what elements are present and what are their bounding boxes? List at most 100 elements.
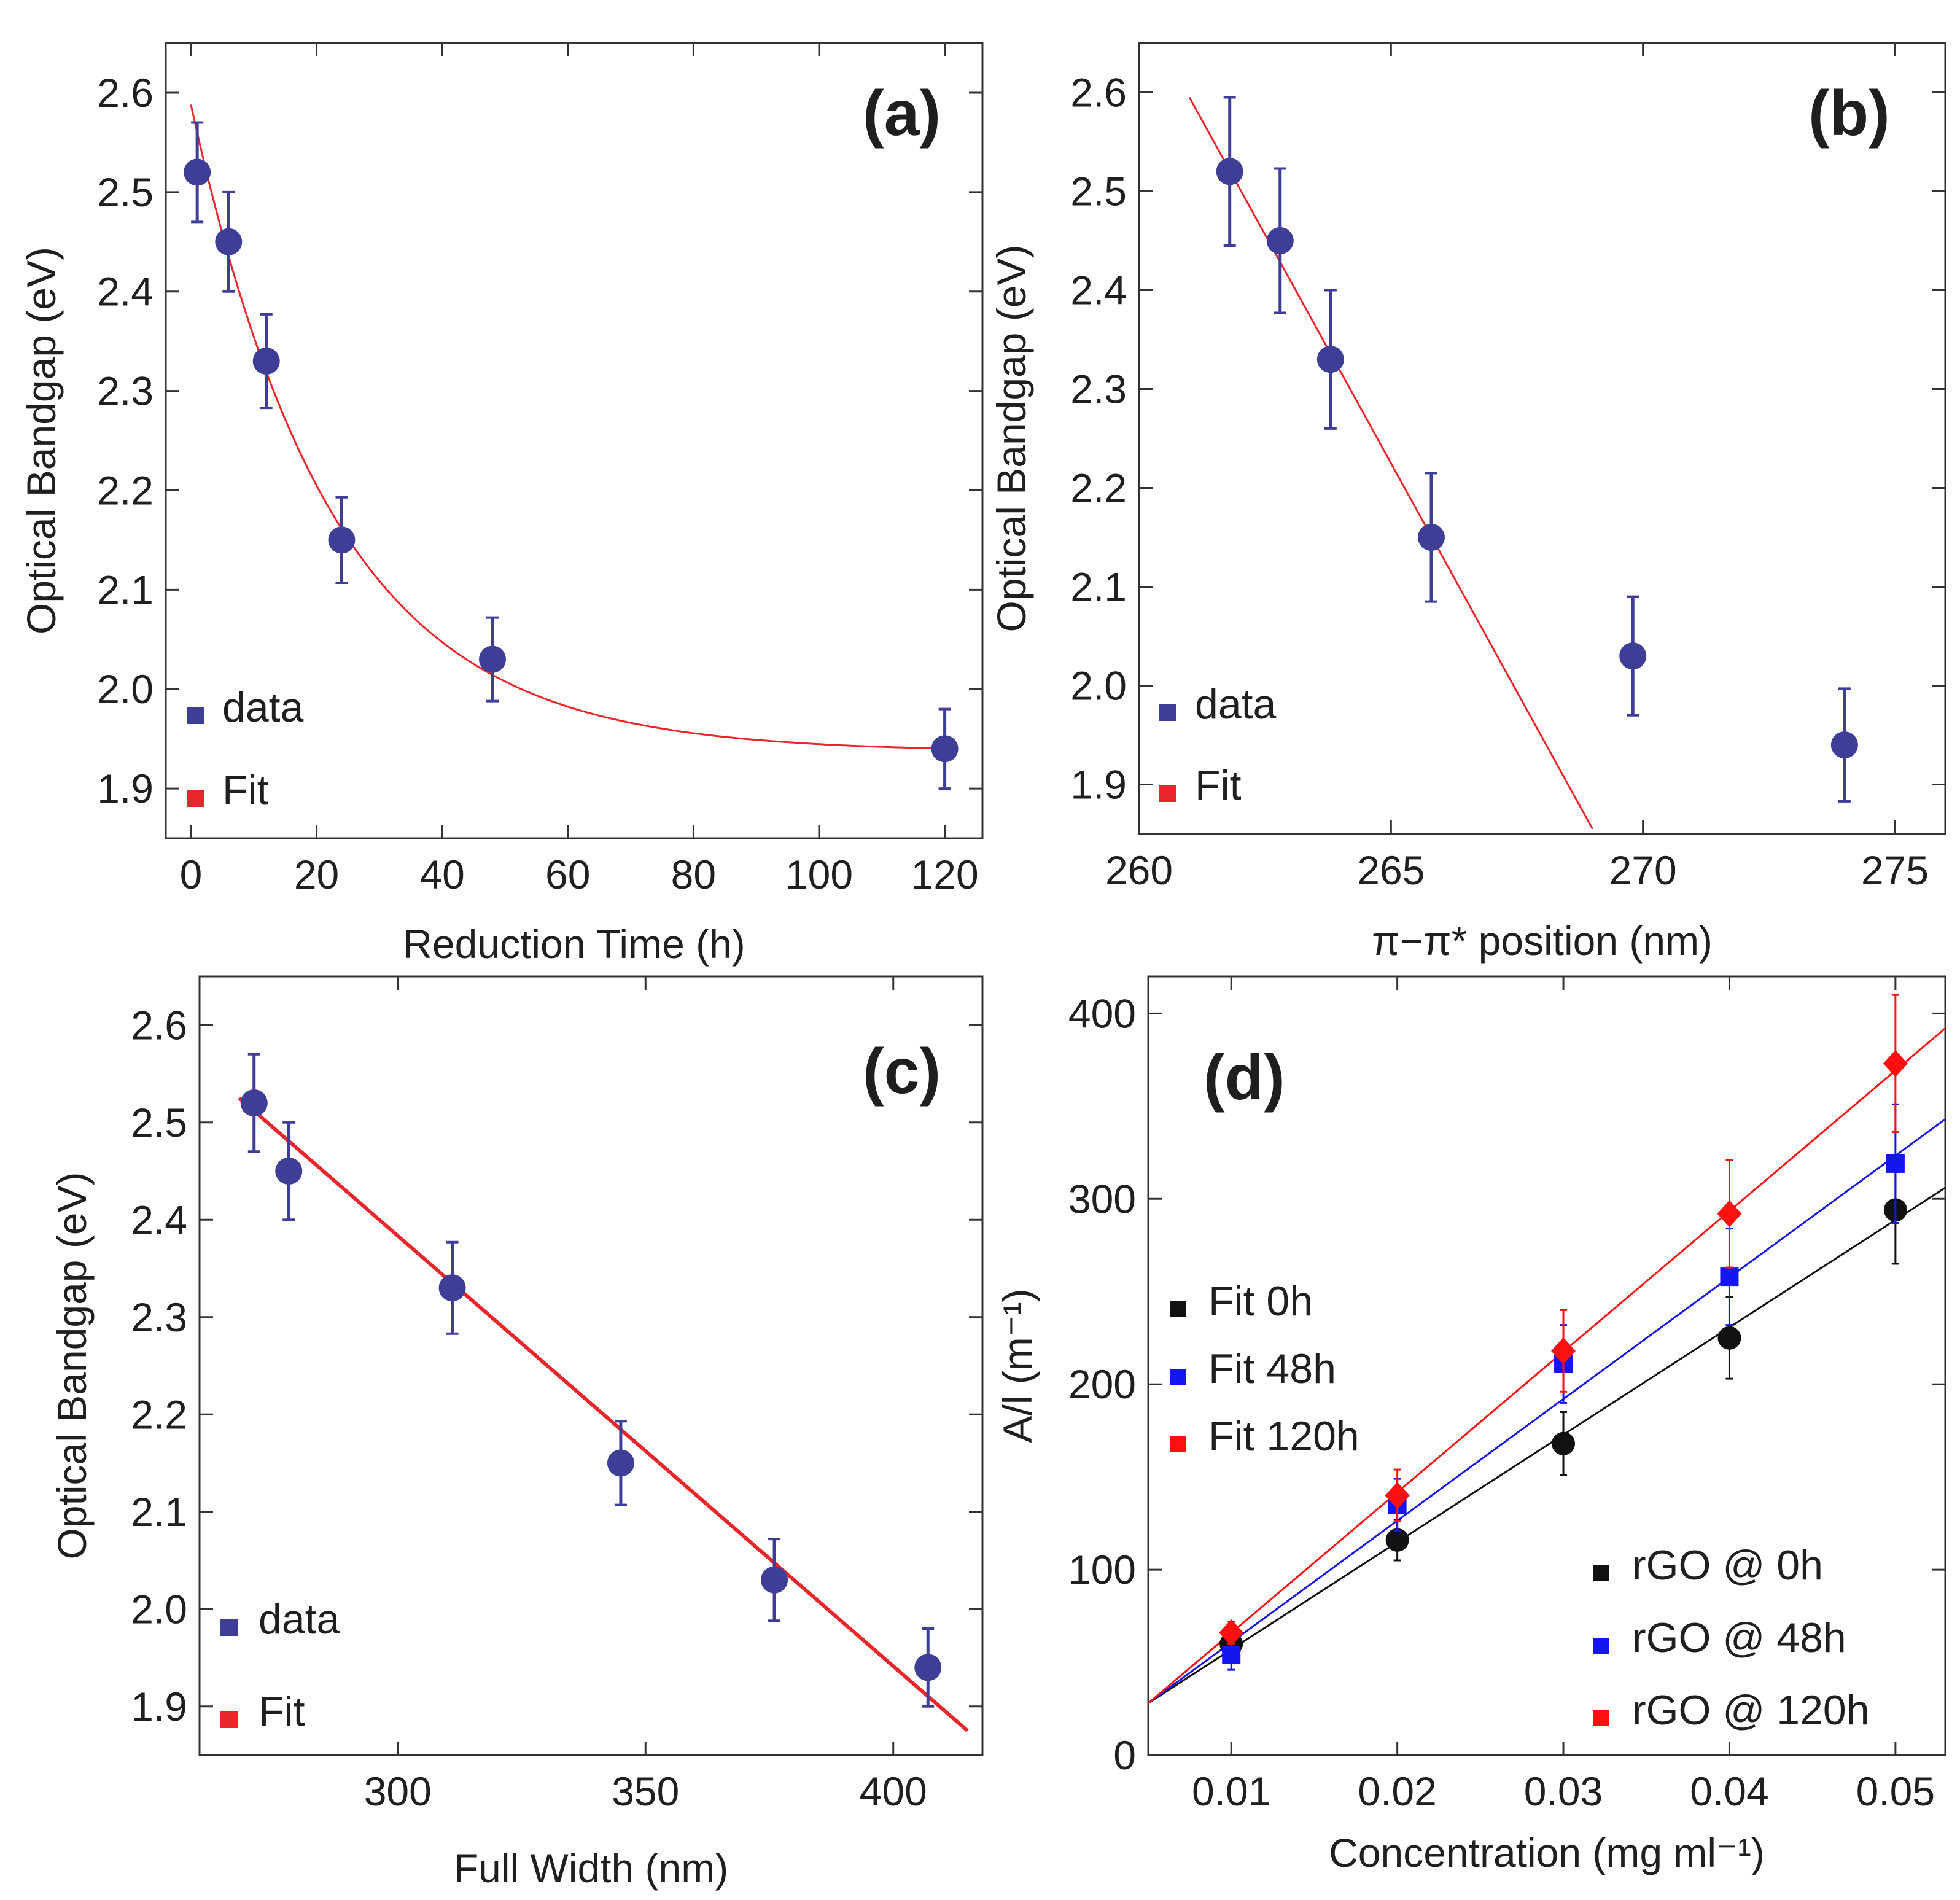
data-point (1417, 524, 1445, 551)
y-tick-label: 0 (1113, 1732, 1136, 1778)
fit-line (1148, 1186, 1946, 1704)
data-point (1216, 158, 1243, 185)
panel-letter: (a) (863, 78, 941, 149)
plot-frame (1138, 42, 1946, 835)
data-point (1551, 1337, 1576, 1365)
data-point (1385, 1528, 1409, 1552)
x-tick-label: 0.05 (1856, 1769, 1935, 1814)
data-point (1552, 1431, 1576, 1455)
y-tick-label: 100 (1068, 1547, 1136, 1592)
data-point (1720, 1267, 1739, 1287)
data-point (184, 158, 211, 186)
y-tick-label: 2.0 (1070, 663, 1127, 709)
data-point (240, 1089, 268, 1117)
legend-label: rGO @ 48h (1632, 1614, 1846, 1661)
data-point (1266, 227, 1294, 254)
data-point (1222, 1645, 1241, 1664)
x-tick-label: 350 (612, 1769, 679, 1814)
x-tick-label: 0.03 (1524, 1769, 1603, 1814)
legend-label: Fit 48h (1208, 1345, 1336, 1392)
fit-curve (190, 104, 945, 750)
y-tick-label: 1.9 (1070, 762, 1127, 808)
legend-swatch (1593, 1565, 1609, 1581)
panel-c: 300 350 400 1.9 2.0 2.1 2.2 2.3 2.4 2.5 2.6 Full Wi… (49, 975, 984, 1891)
fit-line (238, 1096, 969, 1732)
y-tick-label: 2.2 (97, 467, 154, 513)
y-tick-label: 2.2 (131, 1392, 187, 1437)
panel-letter: (c) (863, 1036, 941, 1107)
y-axis-title: Optical Bandgap (eV) (989, 244, 1034, 632)
x-tick-label: 0.04 (1690, 1769, 1768, 1814)
x-tick-label: 275 (1861, 847, 1929, 893)
panel-b: 260 265 270 275 1.9 2.0 2.1 2.2 2.3 2.4 2.5 2.6 π−π*… (989, 42, 1946, 964)
data-point (761, 1566, 788, 1594)
x-tick-label: 400 (860, 1769, 927, 1814)
plot-frame (198, 975, 984, 1756)
x-axis-title: Full Width (nm) (454, 1845, 728, 1891)
fit-line (1188, 96, 1593, 830)
panel-letter: (b) (1808, 78, 1890, 149)
y-tick-label: 2.5 (97, 169, 154, 215)
x-tick-label: 0 (180, 852, 203, 897)
legend-swatch (1170, 1436, 1186, 1452)
legend-label: Fit 0h (1208, 1278, 1313, 1325)
data-point (1886, 1154, 1905, 1173)
y-tick-label: 2.1 (131, 1489, 187, 1535)
plot-frame (165, 42, 984, 839)
x-axis-title: π−π* position (nm) (1372, 918, 1713, 964)
data-point (1619, 642, 1647, 670)
y-tick-label: 2.0 (97, 666, 154, 712)
legend-swatch (1159, 785, 1176, 802)
data-point (1883, 1049, 1908, 1077)
data-point (252, 348, 280, 375)
y-axis-title: Optical Bandgap (eV) (49, 1172, 95, 1559)
legend-swatch (220, 1711, 238, 1728)
x-tick-label: 265 (1357, 847, 1425, 893)
legend-swatch (1170, 1301, 1186, 1317)
data-point (215, 228, 243, 255)
data-point (479, 645, 506, 673)
x-tick-label: 0.02 (1358, 1769, 1436, 1814)
data-point (931, 735, 959, 763)
legend-label: Fit (259, 1688, 305, 1735)
y-axis-title: Optical Bandgap (eV) (18, 247, 64, 634)
x-tick-label: 60 (545, 852, 590, 897)
y-tick-label: 2.2 (1070, 465, 1127, 511)
y-tick-label: 2.1 (1070, 564, 1127, 610)
y-tick-label: 2.6 (1070, 70, 1127, 115)
y-tick-label: 2.3 (131, 1295, 187, 1340)
y-tick-label: 2.5 (131, 1100, 187, 1145)
legend-swatch (187, 790, 204, 807)
legend-swatch (187, 707, 204, 724)
panel-letter: (d) (1204, 1042, 1285, 1113)
x-tick-label: 80 (671, 852, 716, 897)
y-axis-title: A/l (m⁻¹) (995, 1288, 1040, 1443)
y-tick-label: 300 (1068, 1176, 1136, 1221)
legend-swatch (1593, 1638, 1609, 1654)
y-tick-label: 2.4 (131, 1197, 187, 1242)
y-tick-label: 2.4 (97, 269, 154, 314)
legend-swatch (220, 1619, 238, 1636)
data-point (1219, 1619, 1244, 1646)
legend-label: Fit (222, 767, 269, 814)
data-point (914, 1654, 942, 1681)
y-tick-label: 2.6 (97, 70, 154, 115)
x-axis-title: Reduction Time (h) (403, 921, 745, 967)
fit-line (1148, 1027, 1946, 1704)
legend-swatch (1170, 1369, 1186, 1385)
y-tick-label: 1.9 (97, 766, 154, 811)
x-tick-label: 270 (1609, 847, 1677, 893)
x-tick-label: 300 (364, 1769, 432, 1814)
x-tick-label: 120 (911, 852, 979, 897)
y-tick-label: 1.9 (131, 1684, 187, 1729)
data-point (328, 526, 356, 554)
y-tick-label: 2.0 (131, 1586, 187, 1632)
data-point (275, 1158, 303, 1185)
x-tick-label: 20 (294, 852, 339, 897)
legend-swatch (1159, 704, 1176, 721)
data-point (1717, 1326, 1741, 1350)
x-tick-label: 0.01 (1192, 1769, 1270, 1814)
x-tick-label: 260 (1105, 847, 1173, 893)
x-tick-label: 40 (419, 852, 464, 897)
